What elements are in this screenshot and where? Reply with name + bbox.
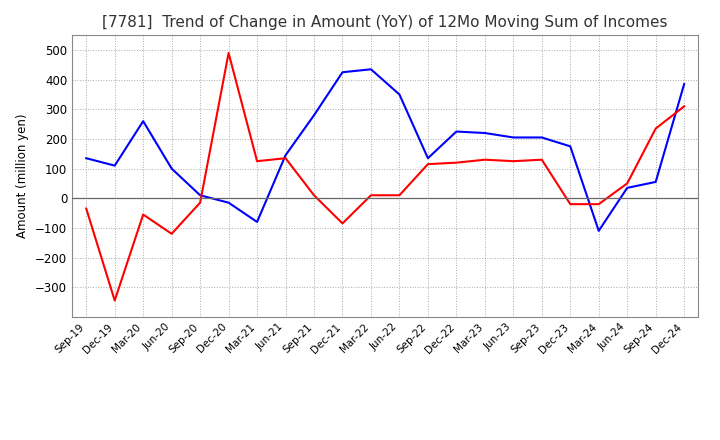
Net Income [139,212,148,217]
Ordinary Income [310,113,318,118]
Net Income [680,104,688,109]
Net Income [652,126,660,131]
Ordinary Income [225,200,233,205]
Net Income [225,50,233,55]
Ordinary Income [423,156,432,161]
Net Income [395,193,404,198]
Ordinary Income [680,81,688,87]
Net Income [566,202,575,207]
Net Income [595,202,603,207]
Ordinary Income [338,70,347,75]
Net Income [282,156,290,161]
Ordinary Income [452,129,461,134]
Ordinary Income [509,135,518,140]
Net Income [82,206,91,211]
Net Income [110,298,119,303]
Net Income [452,160,461,165]
Ordinary Income [139,118,148,124]
Ordinary Income [537,135,546,140]
Net Income [338,221,347,226]
Net Income [310,193,318,198]
Ordinary Income [566,144,575,149]
Ordinary Income [253,219,261,224]
Net Income [167,231,176,236]
Ordinary Income [652,179,660,184]
Net Income [537,157,546,162]
Line: Ordinary Income: Ordinary Income [86,69,684,231]
Ordinary Income [395,92,404,97]
Line: Net Income: Net Income [86,53,684,301]
Net Income [253,158,261,164]
Title: [7781]  Trend of Change in Amount (YoY) of 12Mo Moving Sum of Incomes: [7781] Trend of Change in Amount (YoY) o… [102,15,668,30]
Net Income [509,158,518,164]
Ordinary Income [366,66,375,72]
Ordinary Income [595,228,603,234]
Ordinary Income [82,156,91,161]
Ordinary Income [196,193,204,198]
Net Income [423,161,432,167]
Net Income [196,200,204,205]
Ordinary Income [623,185,631,191]
Ordinary Income [110,163,119,168]
Y-axis label: Amount (million yen): Amount (million yen) [17,114,30,238]
Net Income [480,157,489,162]
Ordinary Income [480,130,489,136]
Net Income [623,181,631,186]
Ordinary Income [282,153,290,158]
Net Income [366,193,375,198]
Ordinary Income [167,166,176,171]
